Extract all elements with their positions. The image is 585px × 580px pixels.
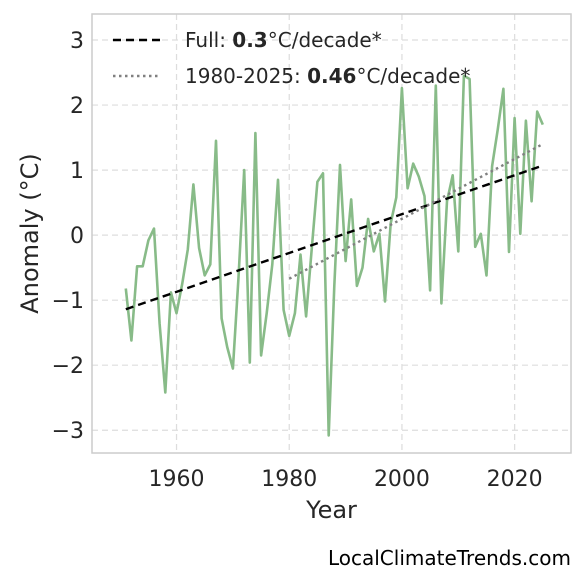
y-tick-label: 0 bbox=[70, 224, 84, 249]
trend-layer bbox=[125, 143, 544, 311]
x-tick-label: 2000 bbox=[374, 467, 430, 492]
y-tick-label: 3 bbox=[70, 29, 84, 54]
x-tick-label: 2020 bbox=[487, 467, 543, 492]
y-tick-label: 2 bbox=[70, 94, 84, 119]
legend-entry: Full: 0.3°C/decade* bbox=[185, 28, 382, 52]
x-tick-label: 1960 bbox=[149, 467, 205, 492]
x-tick-label: 1980 bbox=[261, 467, 317, 492]
watermark: LocalClimateTrends.com bbox=[327, 546, 571, 570]
recent-trend-line bbox=[288, 143, 544, 280]
full-trend-line bbox=[125, 164, 544, 311]
plot-frame bbox=[91, 13, 572, 454]
y-axis-label: Anomaly (°C) bbox=[16, 153, 44, 313]
x-axis-ticks: 1960 1980 2000 2020 bbox=[149, 467, 543, 492]
legend-entry: 1980-2025: 0.46°C/decade* bbox=[185, 64, 470, 88]
y-tick-label: 1 bbox=[70, 159, 84, 184]
y-tick-label: −3 bbox=[52, 419, 84, 444]
series-layer bbox=[124, 74, 544, 437]
y-tick-label: −1 bbox=[52, 289, 84, 314]
anomaly-series-line bbox=[124, 74, 544, 437]
x-axis-label: Year bbox=[305, 496, 357, 524]
legend: Full: 0.3°C/decade* 1980-2025: 0.46°C/dec… bbox=[113, 28, 470, 88]
y-tick-label: −2 bbox=[52, 354, 84, 379]
y-axis-ticks: −3 −2 −1 0 1 2 3 bbox=[52, 29, 84, 444]
